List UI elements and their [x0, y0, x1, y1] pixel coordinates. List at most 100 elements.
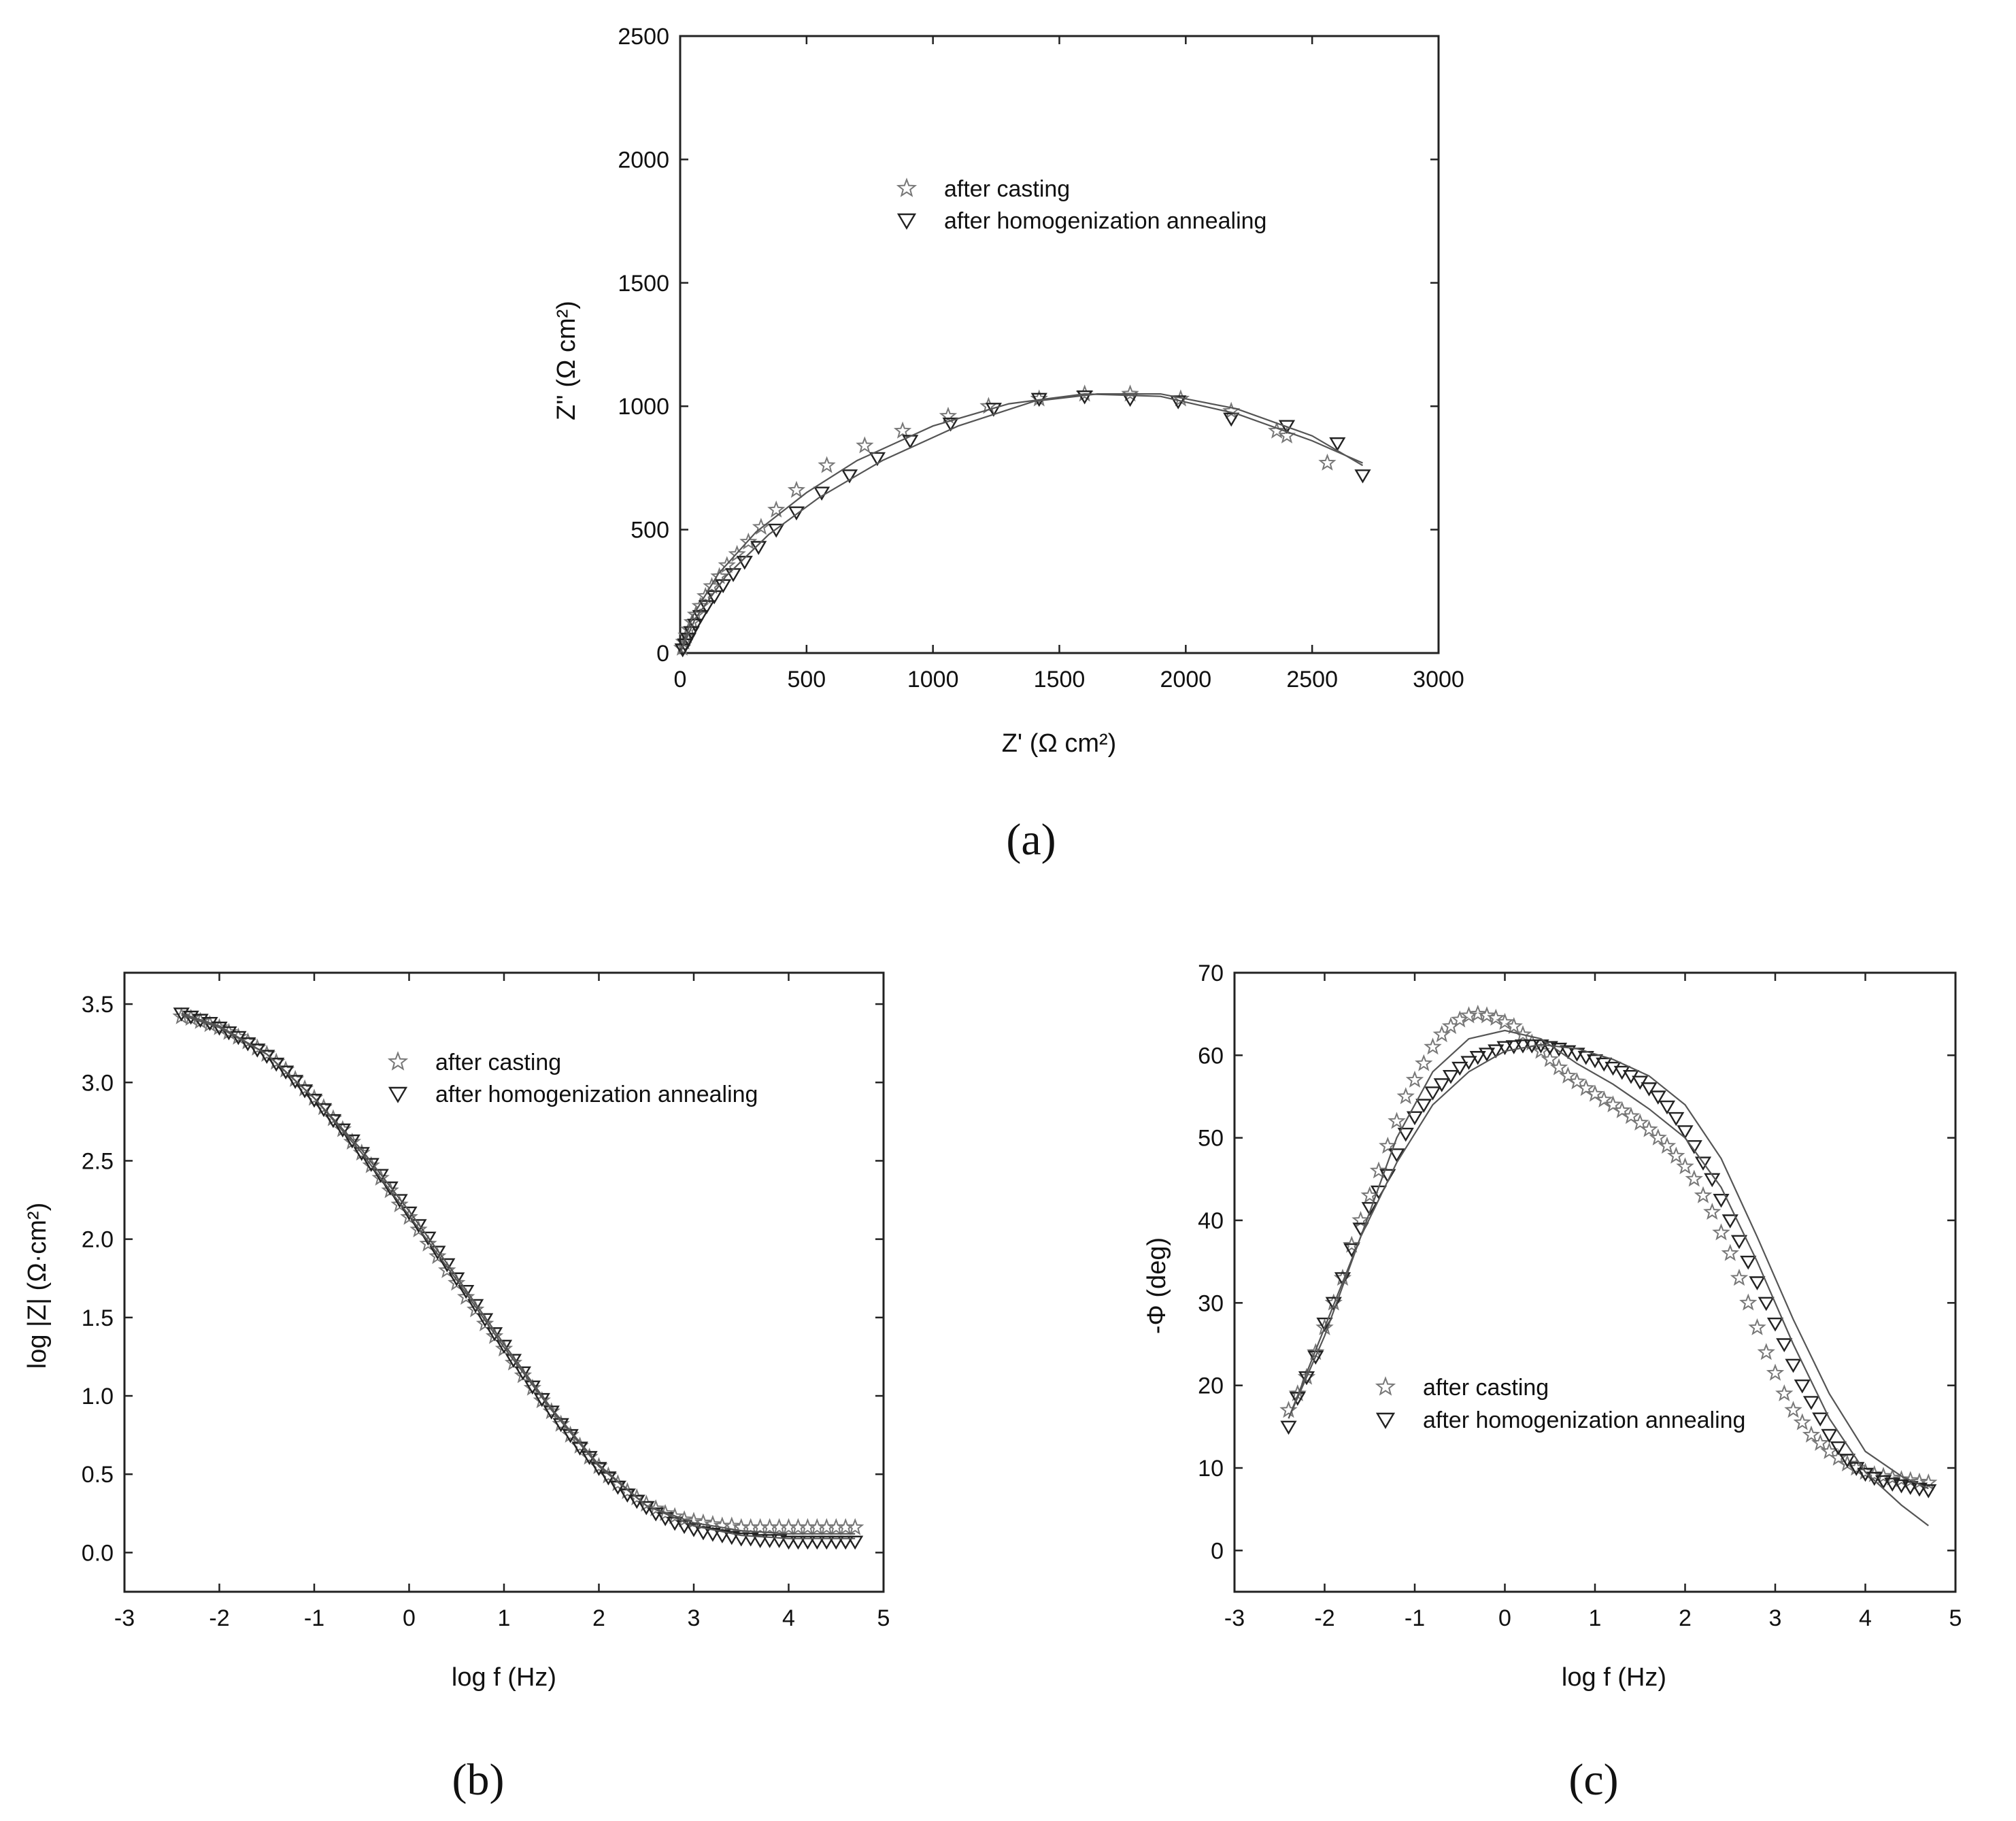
casting-point — [1577, 1079, 1595, 1097]
panel-c-legend: after casting after homogenization annea… — [1375, 1375, 1745, 1433]
casting-point — [1802, 1425, 1821, 1443]
y-tick-label: 70 — [1198, 960, 1224, 986]
x-tick-label: 1500 — [1034, 667, 1086, 692]
casting-point — [1658, 1136, 1677, 1154]
annealing-point — [752, 1534, 769, 1548]
x-tick-label: 5 — [1949, 1605, 1962, 1631]
casting-point — [1730, 1269, 1749, 1286]
annealing-point — [761, 1534, 778, 1548]
casting-point — [1784, 1401, 1802, 1418]
panel-a-legend: after casting after homogenization annea… — [896, 176, 1266, 234]
annealing-point — [1354, 469, 1371, 484]
y-tick-label: 3.5 — [82, 992, 114, 1018]
panel-b-legend-star-icon — [387, 1051, 409, 1071]
casting-point — [1793, 1413, 1811, 1431]
x-tick-label: 0 — [674, 667, 687, 692]
annealing-point — [771, 1534, 788, 1548]
casting-point — [1640, 1120, 1658, 1137]
casting-point — [1424, 1037, 1442, 1055]
annealing-point — [324, 1114, 341, 1129]
annealing-point — [1460, 1056, 1477, 1070]
y-tick-label: 1000 — [618, 394, 669, 420]
panel-b-ylabel: log |Z| (Ω·cm²) — [23, 1203, 52, 1369]
casting-point — [523, 1378, 542, 1396]
casting-point — [1649, 1128, 1667, 1146]
annealing-point — [343, 1134, 360, 1149]
panel-a-legend-annealing: after homogenization annealing — [944, 208, 1266, 234]
fit-line — [1288, 1029, 1929, 1526]
annealing-point — [1641, 1082, 1658, 1097]
y-tick-label: 0.5 — [82, 1462, 114, 1488]
annealing-point — [1893, 1479, 1910, 1494]
annealing-point — [1397, 1127, 1414, 1142]
casting-point — [1541, 1050, 1559, 1067]
casting-point — [438, 1260, 456, 1278]
panel-c-legend-annealing: after homogenization annealing — [1423, 1407, 1745, 1433]
casting-point — [1694, 1186, 1713, 1203]
x-tick-label: 500 — [787, 667, 826, 692]
annealing-point — [1758, 1297, 1775, 1312]
legend-triangle-mark — [896, 213, 917, 230]
annealing-point — [363, 1158, 380, 1172]
casting-point — [1631, 1113, 1649, 1131]
casting-point — [694, 1513, 713, 1531]
annealing-point — [1713, 1193, 1730, 1208]
casting-point — [1775, 1384, 1794, 1402]
annealing-point — [847, 1535, 864, 1550]
casting-point — [362, 1156, 380, 1173]
panel-a-data — [673, 384, 1371, 658]
panel-a-frame — [679, 35, 1440, 654]
casting-point — [533, 1391, 552, 1409]
casting-point — [1766, 1363, 1785, 1381]
x-tick-label: -3 — [114, 1605, 135, 1631]
casting-point — [1405, 1070, 1424, 1088]
annealing-point — [1749, 1276, 1766, 1290]
fit-line — [679, 392, 1363, 654]
annealing-point — [458, 1284, 475, 1299]
panel-c-data — [1279, 1004, 1938, 1526]
annealing-point — [713, 1529, 730, 1543]
casting-point — [856, 436, 874, 454]
casting-point — [1595, 1090, 1613, 1108]
panel-b-data — [172, 1007, 864, 1550]
y-tick-label: 2.0 — [82, 1227, 114, 1253]
annealing-point — [1649, 1090, 1666, 1105]
panel-a-legend-casting: after casting — [944, 176, 1070, 202]
panel-a-label: (a) — [1006, 815, 1056, 865]
annealing-point — [477, 1313, 494, 1328]
annealing-point — [1433, 1078, 1450, 1092]
annealing-point — [1821, 1429, 1838, 1443]
casting-point — [1549, 1058, 1568, 1075]
annealing-point — [1884, 1477, 1901, 1492]
annealing-point — [1451, 1061, 1468, 1076]
x-tick-label: 4 — [782, 1605, 795, 1631]
annealing-point — [486, 1327, 503, 1341]
panel-b-legend-triangle-icon — [388, 1086, 408, 1103]
annealing-point — [334, 1123, 351, 1138]
x-tick-label: 2000 — [1160, 667, 1212, 692]
y-tick-label: 2500 — [618, 24, 669, 50]
x-tick-label: 2500 — [1286, 667, 1338, 692]
casting-point — [1703, 1203, 1721, 1220]
casting-point — [767, 500, 786, 518]
panel-a-xlabel: Z' (Ω cm²) — [1002, 729, 1117, 758]
annealing-point — [828, 1535, 845, 1550]
panel-a-ylabel: Z'' (Ω cm²) — [552, 301, 581, 420]
annealing-point — [1223, 412, 1240, 427]
annealing-point — [382, 1181, 399, 1196]
panel-c-label: (c) — [1568, 1755, 1618, 1805]
casting-point — [1487, 1008, 1505, 1026]
casting-point — [787, 480, 806, 498]
annealing-point — [1424, 1086, 1441, 1101]
fit-line — [679, 393, 1364, 654]
casting-point — [1496, 1012, 1514, 1031]
y-tick-label: 0 — [656, 641, 669, 667]
y-tick-label: 2.5 — [82, 1148, 114, 1174]
casting-point — [1559, 1066, 1577, 1084]
x-tick-label: 1 — [498, 1605, 511, 1631]
casting-point — [1892, 1470, 1911, 1488]
annealing-point — [467, 1299, 484, 1314]
x-tick-label: 5 — [877, 1605, 890, 1631]
annealing-point — [1812, 1412, 1829, 1427]
annealing-point — [315, 1103, 333, 1118]
